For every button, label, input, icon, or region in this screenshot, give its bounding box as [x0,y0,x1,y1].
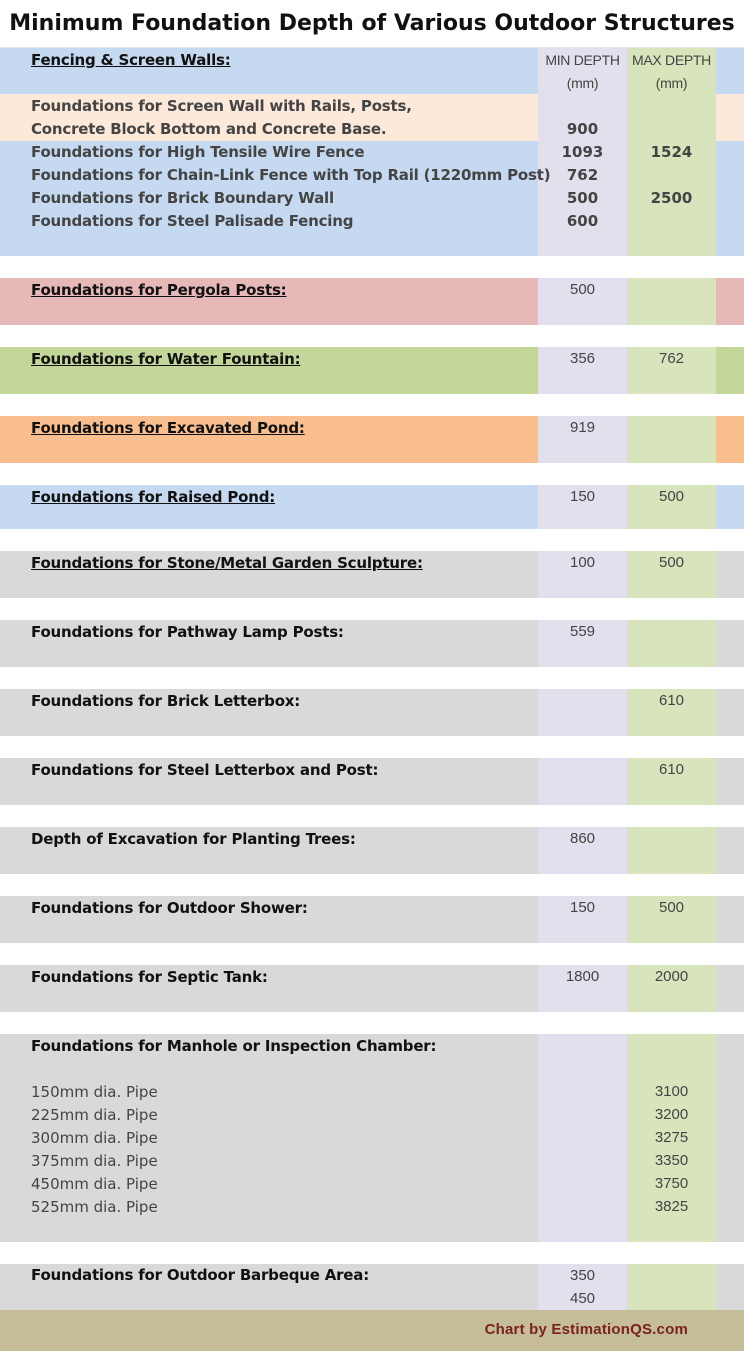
pipe-label: 450mm dia. Pipe [31,1175,158,1193]
brick-letterbox-max: 610 [658,692,685,709]
sculpture-label: Foundations for Stone/Metal Garden Sculp… [31,554,423,572]
lamp-posts-min: 559 [569,623,596,640]
manhole-label: Foundations for Manhole or Inspection Ch… [31,1037,437,1055]
min-depth-header: MIN DEPTH [545,52,620,68]
max-depth-header: MAX DEPTH [632,52,711,68]
chart-title: Minimum Foundation Depth of Various Outd… [0,0,744,48]
screen-wall-label-1: Foundations for Screen Wall with Rails, … [31,97,412,115]
fountain-label: Foundations for Water Fountain: [31,350,301,368]
gap [0,736,744,758]
pipe-label: 150mm dia. Pipe [31,1083,158,1101]
steel-letterbox-label: Foundations for Steel Letterbox and Post… [31,761,379,779]
gap [0,1242,744,1264]
pipe-label: 300mm dia. Pipe [31,1129,158,1147]
screen-wall-label-2: Concrete Block Bottom and Concrete Base. [31,120,387,138]
barbeque-min-1: 350 [569,1267,596,1284]
pipe-label: 525mm dia. Pipe [31,1198,158,1216]
palisade-min: 600 [566,212,599,230]
chart-credit: Chart by EstimationQS.com [484,1321,688,1338]
excavated-pond-min: 919 [569,419,596,436]
brick-letterbox-label: Foundations for Brick Letterbox: [31,692,301,710]
screen-wall-min: 900 [566,120,599,138]
gap [0,529,744,551]
sculpture-min: 100 [569,554,596,571]
pipe-max: 3100 [654,1083,689,1100]
pipe-label: 225mm dia. Pipe [31,1106,158,1124]
raised-pond-min: 150 [569,488,596,505]
footer-bar: Chart by EstimationQS.com [0,1310,744,1351]
fountain-max: 762 [658,350,685,367]
gap [0,463,744,485]
fencing-heading: Fencing & Screen Walls: [31,51,231,69]
min-depth-unit: (mm) [566,75,599,91]
shower-min: 150 [569,899,596,916]
shower-max: 500 [658,899,685,916]
pipe-max: 3200 [654,1106,689,1123]
gap [0,874,744,896]
barbeque-min-2: 450 [569,1290,596,1307]
pipe-max: 3825 [654,1198,689,1215]
brick-wall-max: 2500 [650,189,693,207]
raised-pond-max: 500 [658,488,685,505]
pipe-max: 3750 [654,1175,689,1192]
gap [0,256,744,278]
palisade-label: Foundations for Steel Palisade Fencing [31,212,354,230]
pergola-min: 500 [569,281,596,298]
septic-min: 1800 [565,968,600,985]
wire-fence-min: 1093 [561,143,604,161]
gap [0,1012,744,1034]
septic-label: Foundations for Septic Tank: [31,968,268,986]
chain-link-min: 762 [566,166,599,184]
gap [0,598,744,620]
gap [0,325,744,347]
trees-min: 860 [569,830,596,847]
gap [0,805,744,827]
pipe-max: 3350 [654,1152,689,1169]
septic-max: 2000 [654,968,689,985]
raised-pond-label: Foundations for Raised Pond: [31,488,276,506]
gap [0,394,744,416]
gap [0,667,744,689]
max-depth-column-upper [627,94,716,1310]
brick-wall-min: 500 [566,189,599,207]
chain-link-label: Foundations for Chain-Link Fence with To… [31,166,551,184]
pergola-label: Foundations for Pergola Posts: [31,281,287,299]
lamp-posts-label: Foundations for Pathway Lamp Posts: [31,623,344,641]
gap [0,943,744,965]
brick-wall-label: Foundations for Brick Boundary Wall [31,189,334,207]
wire-fence-label: Foundations for High Tensile Wire Fence [31,143,365,161]
wire-fence-max: 1524 [650,143,693,161]
barbeque-label: Foundations for Outdoor Barbeque Area: [31,1266,370,1284]
sculpture-max: 500 [658,554,685,571]
fountain-min: 356 [569,350,596,367]
steel-letterbox-max: 610 [658,761,685,778]
max-depth-unit: (mm) [655,75,688,91]
trees-label: Depth of Excavation for Planting Trees: [31,830,356,848]
excavated-pond-label: Foundations for Excavated Pond: [31,419,305,437]
pipe-max: 3275 [654,1129,689,1146]
max-depth-column-header [627,48,716,94]
pipe-label: 375mm dia. Pipe [31,1152,158,1170]
shower-label: Foundations for Outdoor Shower: [31,899,308,917]
